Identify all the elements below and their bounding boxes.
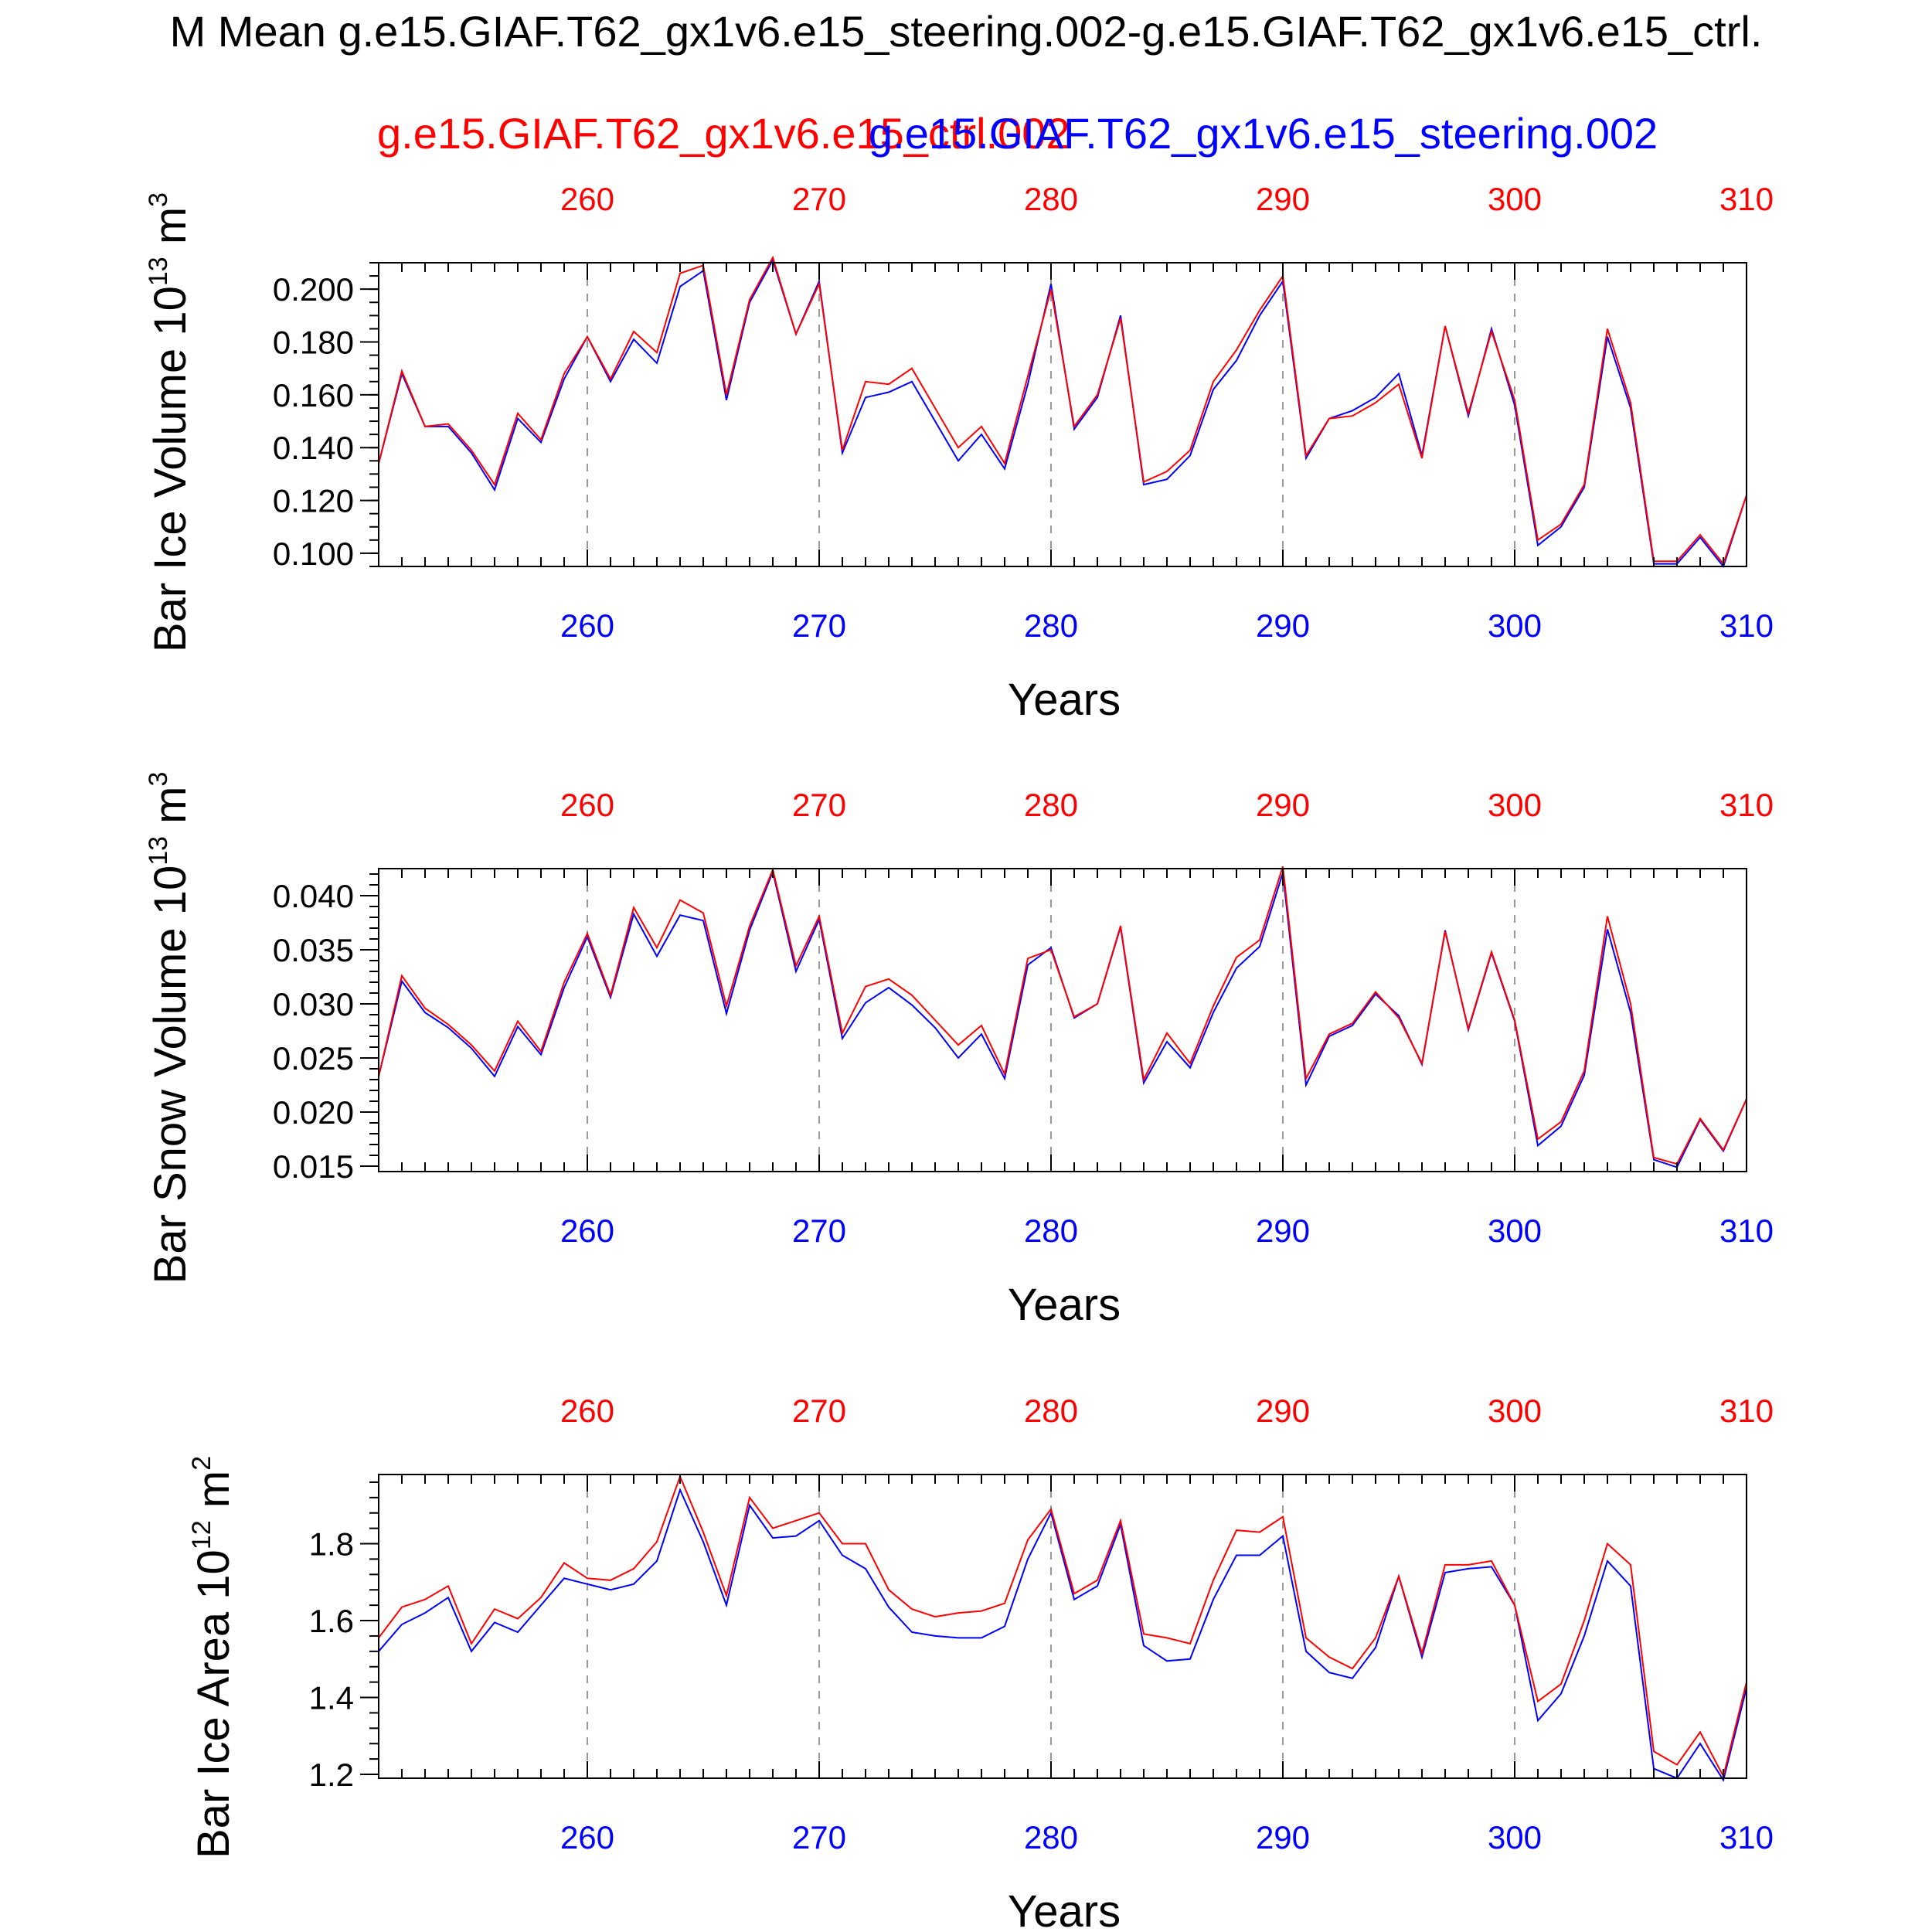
y-tick-label: 0.025 [273, 1040, 354, 1077]
x-tick-label-bottom: 260 [560, 1213, 614, 1249]
x-tick-label-top: 270 [792, 181, 846, 217]
x-tick-label-bottom: 270 [792, 1213, 846, 1249]
series-line-ctrl [378, 1474, 1747, 1779]
plot-frame [378, 868, 1747, 1172]
series-line-ctrl [378, 866, 1747, 1165]
x-tick-label-top: 300 [1488, 787, 1542, 823]
x-tick-label-top: 260 [560, 181, 614, 217]
plot-frame [378, 1474, 1747, 1779]
x-tick-label-bottom: 310 [1719, 1213, 1774, 1249]
y-tick-label: 1.8 [309, 1526, 354, 1563]
y-axis-label-unit-exponent: 3 [144, 192, 173, 207]
x-axis-label: Years [1008, 1280, 1121, 1330]
x-tick-label-bottom: 260 [560, 1819, 614, 1855]
y-axis-label: Bar Ice Area 1012 m2 [187, 1456, 239, 1859]
y-axis-label: Bar Ice Volume 1013 m3 [144, 192, 196, 652]
panel-1: 0.100 0.120 0.140 0.160 0.180 0.200 260 260 270 2… [144, 181, 1774, 725]
y-tick-label: 0.015 [273, 1148, 354, 1185]
x-tick-label-bottom: 310 [1719, 607, 1774, 644]
panel-2: 0.015 0.020 0.025 0.030 0.035 0.040 260 260 270 2… [144, 772, 1774, 1330]
x-tick-label-top: 290 [1256, 181, 1310, 217]
x-tick-label-top: 290 [1256, 1393, 1310, 1429]
panel-3: 1.2 1.4 1.6 1.8 260 260 270 270 280 280 290 290 300 3… [187, 1393, 1774, 1932]
x-tick-label-top: 270 [792, 1393, 846, 1429]
x-tick-label-bottom: 310 [1719, 1819, 1774, 1855]
legend-ctrl: g.e15.GIAF.T62_gx1v6.e15_ctrl.002 [377, 109, 1070, 158]
y-tick-label: 0.035 [273, 932, 354, 968]
y-axis-label-unit: m [145, 787, 196, 836]
series-line-steering [378, 258, 1747, 569]
series-line-steering [378, 1488, 1747, 1783]
x-tick-label-bottom: 280 [1024, 1819, 1078, 1855]
plot-frame [378, 262, 1747, 567]
y-tick-label: 1.4 [309, 1680, 354, 1716]
y-tick-label: 0.140 [273, 430, 354, 466]
page-title: M Mean g.e15.GIAF.T62_gx1v6.e15_steering… [169, 7, 1763, 56]
y-axis-label-exponent: 12 [187, 1520, 216, 1549]
x-tick-label-bottom: 290 [1256, 1213, 1310, 1249]
y-tick-label: 0.020 [273, 1094, 354, 1131]
y-axis-label-unit: m [145, 207, 196, 257]
x-tick-label-bottom: 290 [1256, 1819, 1310, 1855]
x-tick-label-bottom: 270 [792, 1819, 846, 1855]
x-tick-label-top: 300 [1488, 1393, 1542, 1429]
legend-steering: g.e15.GIAF.T62_gx1v6.e15_steering.002 [869, 109, 1658, 158]
x-axis-label: Years [1008, 675, 1121, 725]
x-tick-label-bottom: 280 [1024, 607, 1078, 644]
y-tick-label: 0.180 [273, 325, 354, 361]
x-tick-label-bottom: 270 [792, 607, 846, 644]
x-tick-label-top: 270 [792, 787, 846, 823]
y-tick-label: 0.040 [273, 878, 354, 914]
y-axis-label-unit-exponent: 2 [187, 1456, 216, 1471]
y-axis-label-text: Bar Ice Area 10 [189, 1549, 239, 1859]
y-tick-label: 0.120 [273, 483, 354, 519]
y-axis-label-unit-exponent: 3 [144, 772, 173, 787]
x-tick-label-bottom: 300 [1488, 1819, 1542, 1855]
x-tick-label-bottom: 290 [1256, 607, 1310, 644]
x-tick-label-bottom: 260 [560, 607, 614, 644]
x-tick-label-bottom: 280 [1024, 1213, 1078, 1249]
y-tick-label: 1.2 [309, 1757, 354, 1793]
y-tick-label: 0.100 [273, 536, 354, 572]
x-tick-label-top: 280 [1024, 181, 1078, 217]
x-tick-label-top: 260 [560, 787, 614, 823]
x-tick-label-top: 310 [1719, 1393, 1774, 1429]
y-tick-label: 0.200 [273, 271, 354, 308]
x-tick-label-top: 310 [1719, 181, 1774, 217]
x-tick-label-top: 260 [560, 1393, 614, 1429]
x-tick-label-top: 280 [1024, 1393, 1078, 1429]
x-tick-label-top: 290 [1256, 787, 1310, 823]
x-tick-label-bottom: 300 [1488, 1213, 1542, 1249]
y-tick-label: 1.6 [309, 1603, 354, 1639]
y-tick-label: 0.030 [273, 986, 354, 1022]
y-axis-label-exponent: 13 [144, 257, 173, 286]
y-axis-label-text: Bar Ice Volume 10 [145, 286, 196, 652]
y-axis-label-unit: m [189, 1471, 239, 1520]
y-axis-label-exponent: 13 [144, 836, 173, 866]
series-line-steering [378, 869, 1747, 1168]
y-tick-label: 0.160 [273, 377, 354, 413]
x-tick-label-top: 310 [1719, 787, 1774, 823]
x-axis-label: Years [1008, 1886, 1121, 1932]
x-tick-label-top: 280 [1024, 787, 1078, 823]
y-axis-label: Bar Snow Volume 1013 m3 [144, 772, 196, 1284]
y-axis-label-text: Bar Snow Volume 10 [145, 866, 196, 1284]
x-tick-label-bottom: 300 [1488, 607, 1542, 644]
series-line-ctrl [378, 255, 1747, 566]
x-tick-label-top: 300 [1488, 181, 1542, 217]
